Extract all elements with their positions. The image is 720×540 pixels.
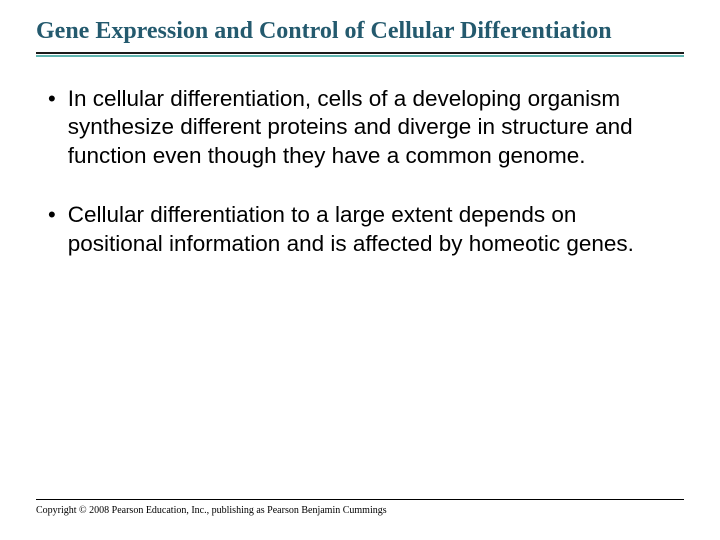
title-underline-dark <box>36 52 684 54</box>
slide-title: Gene Expression and Control of Cellular … <box>36 18 684 52</box>
bullet-text: In cellular differentiation, cells of a … <box>68 85 672 171</box>
bullet-item: • In cellular differentiation, cells of … <box>48 85 672 171</box>
slide-footer: Copyright © 2008 Pearson Education, Inc.… <box>36 499 684 516</box>
slide-content: • In cellular differentiation, cells of … <box>36 57 684 259</box>
footer-divider <box>36 499 684 500</box>
slide-container: Gene Expression and Control of Cellular … <box>0 0 720 540</box>
bullet-marker: • <box>48 201 56 230</box>
bullet-text: Cellular differentiation to a large exte… <box>68 201 672 259</box>
bullet-item: • Cellular differentiation to a large ex… <box>48 201 672 259</box>
bullet-marker: • <box>48 85 56 114</box>
copyright-text: Copyright © 2008 Pearson Education, Inc.… <box>36 505 684 516</box>
